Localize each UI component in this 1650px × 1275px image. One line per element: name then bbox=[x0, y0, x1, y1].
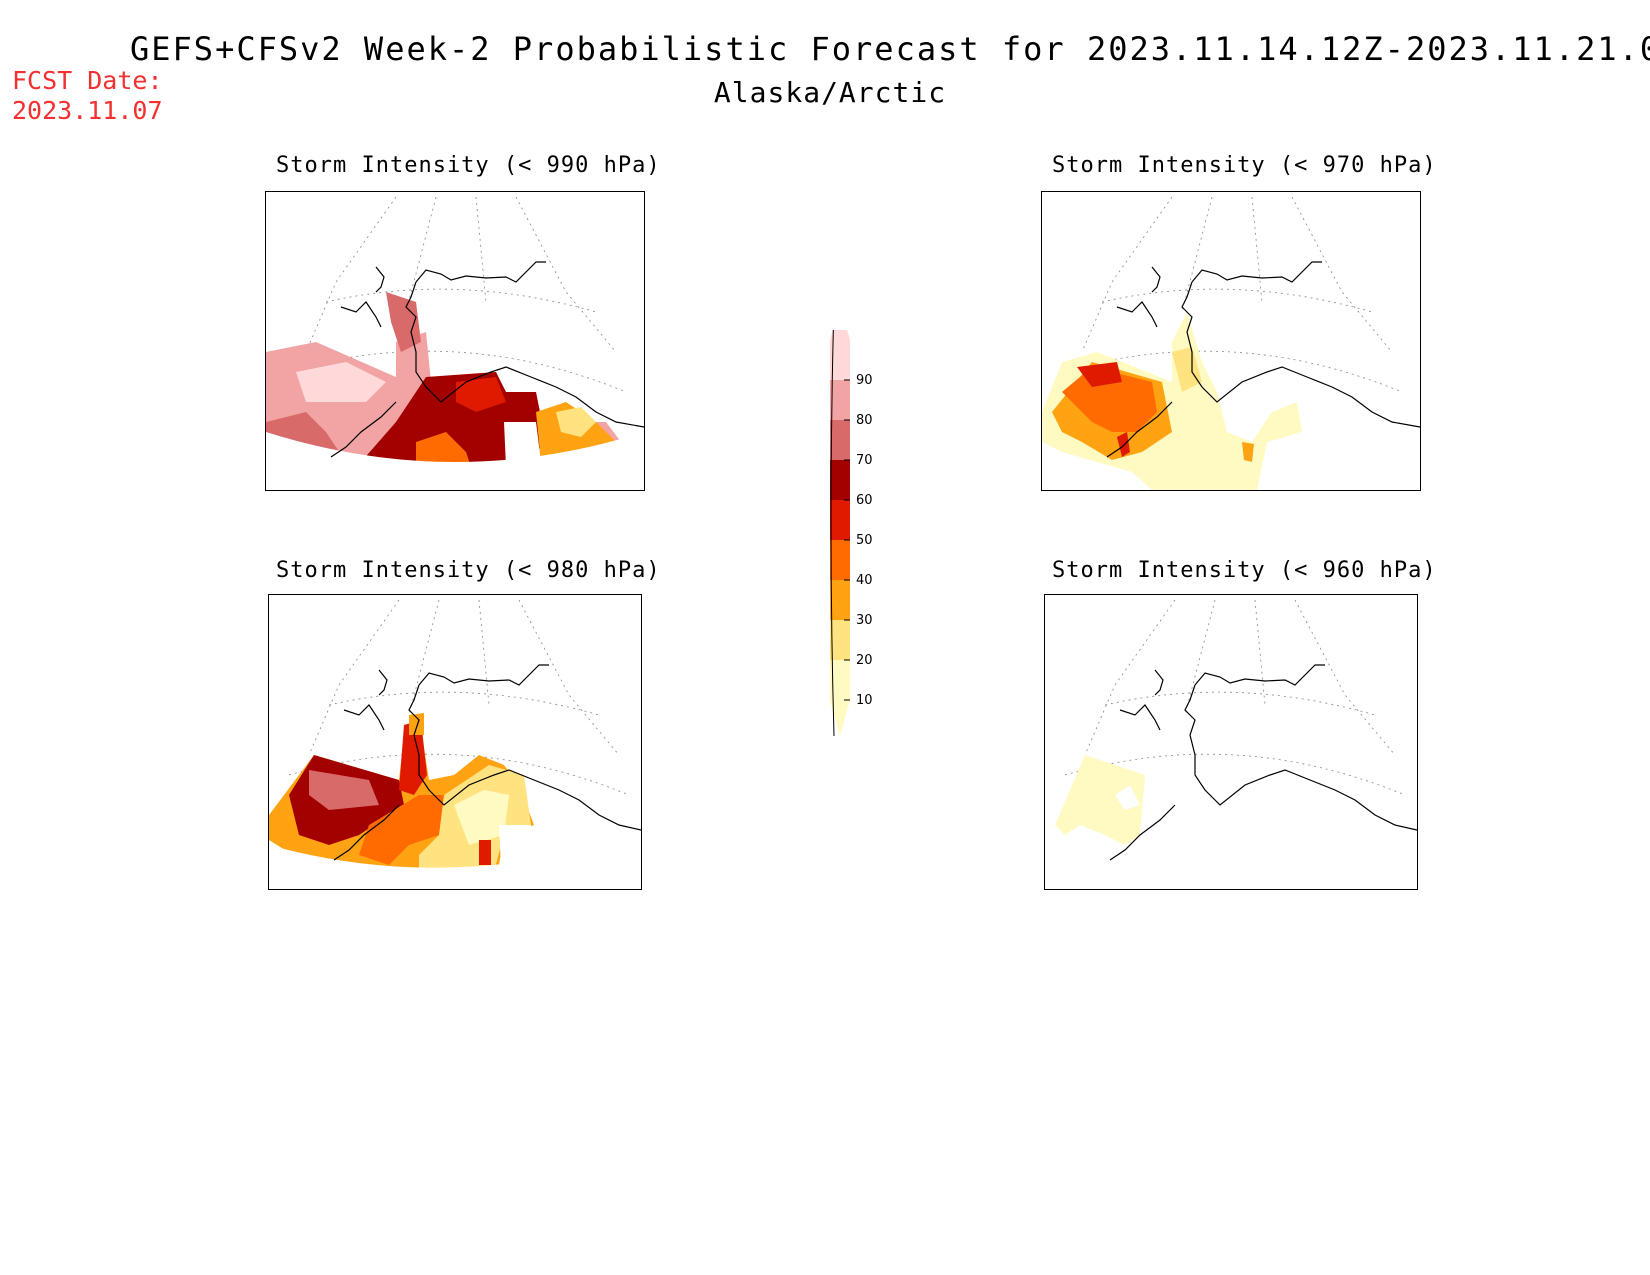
colorbar-swatch bbox=[830, 620, 850, 660]
probability-shading-970 bbox=[1042, 312, 1302, 490]
colorbar-swatch bbox=[830, 380, 850, 420]
colorbar-outline bbox=[830, 303, 835, 737]
colorbar-swatch bbox=[830, 580, 850, 620]
colorbar-swatch bbox=[830, 500, 850, 540]
colorbar-label: 40 bbox=[856, 573, 873, 588]
probability-colorbar: 10 20 30 40 50 60 70 80 90 bbox=[820, 303, 900, 750]
panel-title-990: Storm Intensity (< 990 hPa) bbox=[276, 153, 661, 178]
panel-title-970: Storm Intensity (< 970 hPa) bbox=[1052, 153, 1437, 178]
colorbar-graphic: 10 20 30 40 50 60 70 80 90 bbox=[830, 303, 873, 737]
figure-title: GEFS+CFSv2 Week-2 Probabilistic Forecast… bbox=[130, 30, 1650, 68]
probability-shading-980 bbox=[269, 713, 641, 889]
panel-title-960: Storm Intensity (< 960 hPa) bbox=[1052, 558, 1437, 583]
map-panel-960 bbox=[1044, 594, 1418, 890]
map-panel-990 bbox=[265, 191, 645, 491]
map-panel-980 bbox=[268, 594, 642, 890]
colorbar-label: 90 bbox=[856, 373, 873, 388]
colorbar-label: 60 bbox=[856, 493, 873, 508]
colorbar-swatch bbox=[830, 460, 850, 500]
colorbar-label: 30 bbox=[856, 613, 873, 628]
colorbar-swatch bbox=[830, 420, 850, 460]
forecast-date-value: 2023.11.07 bbox=[12, 96, 163, 125]
probability-shading-960 bbox=[1055, 755, 1145, 845]
colorbar-swatch bbox=[830, 540, 850, 580]
forecast-date-label: FCST Date: bbox=[12, 66, 163, 95]
region-subtitle: Alaska/Arctic bbox=[713, 76, 947, 109]
panel-title-980: Storm Intensity (< 980 hPa) bbox=[276, 558, 661, 583]
probability-shading-990 bbox=[266, 292, 644, 490]
colorbar-label: 50 bbox=[856, 533, 873, 548]
colorbar-label: 10 bbox=[856, 693, 873, 708]
colorbar-label: 80 bbox=[856, 413, 873, 428]
colorbar-swatch bbox=[830, 340, 850, 380]
colorbar-label: 20 bbox=[856, 653, 873, 668]
colorbar-swatch bbox=[830, 660, 850, 700]
colorbar-tail-bottom bbox=[830, 700, 850, 736]
colorbar-label: 70 bbox=[856, 453, 873, 468]
map-panel-970 bbox=[1041, 191, 1421, 491]
